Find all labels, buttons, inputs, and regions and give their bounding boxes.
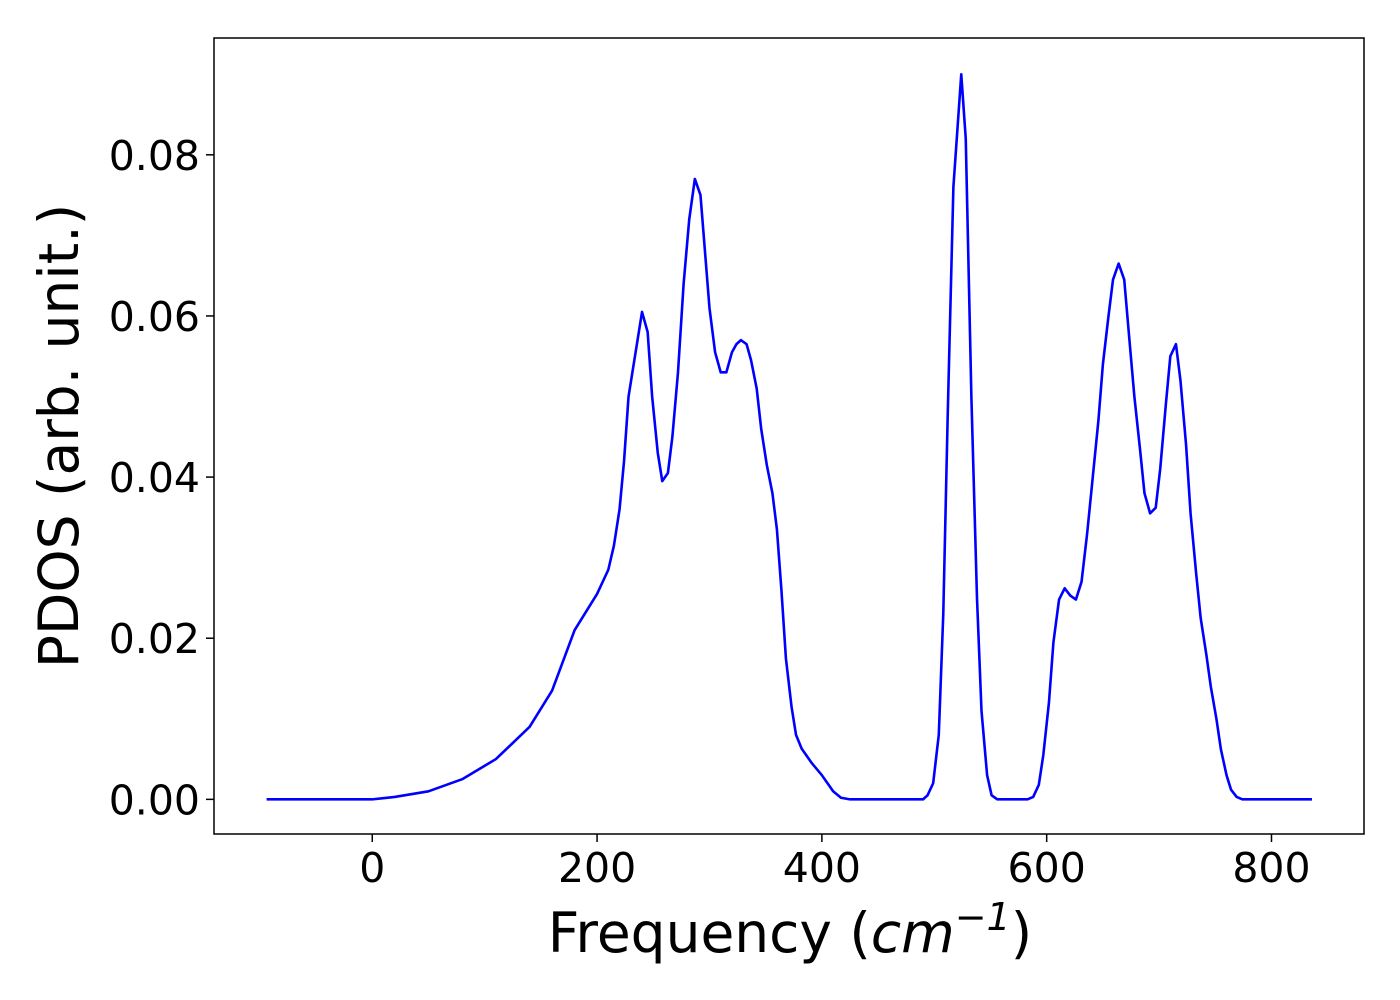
x-label-unit: cm [871,901,955,965]
x-label-text: Frequency ( [548,901,871,965]
x-label-close: ) [1011,901,1032,965]
x-tick-label: 800 [1232,844,1310,892]
y-tick-label: 0.04 [109,454,200,502]
x-label-exponent: −1 [955,895,1011,939]
x-tick-label: 0 [359,844,385,892]
data-line [266,72,1312,801]
y-tick-label: 0.00 [109,776,200,824]
y-tick-label: 0.06 [109,293,200,341]
x-axis-label: Frequency (cm−1) [548,895,1032,965]
x-tick-label: 200 [558,844,636,892]
y-axis-label: PDOS (arb. unit.) [27,204,91,668]
plot-frame [213,37,1365,835]
y-tick-label: 0.02 [109,615,200,663]
x-tick-label: 600 [1008,844,1086,892]
y-tick-label: 0.08 [109,132,200,180]
x-tick-label: 400 [783,844,861,892]
